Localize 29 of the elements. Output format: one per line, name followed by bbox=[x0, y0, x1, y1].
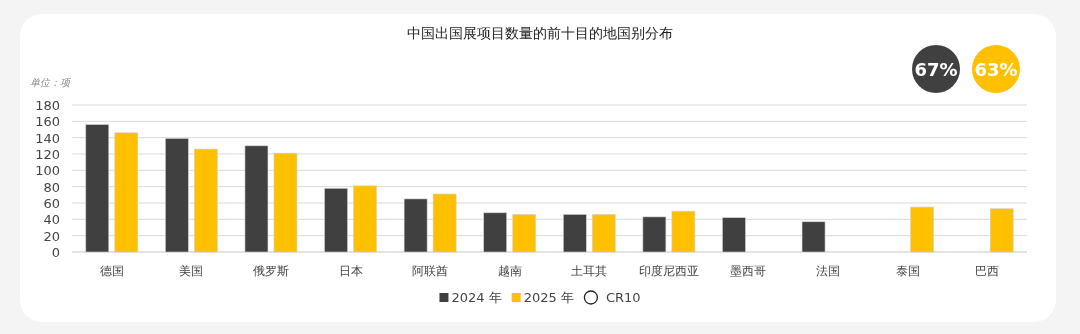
x-tick-label: 土耳其 bbox=[571, 264, 608, 278]
x-tick-label: 巴西 bbox=[975, 264, 1000, 278]
chart-title: 中国出国展项目数量的前十目的地国别分布 bbox=[407, 25, 673, 41]
y-tick-label: 40 bbox=[43, 212, 60, 228]
x-tick-label: 德国 bbox=[99, 264, 124, 278]
y-tick-label: 180 bbox=[35, 98, 60, 113]
x-tick-label: 俄罗斯 bbox=[252, 264, 289, 278]
text: 67% bbox=[914, 59, 958, 80]
y-tick-label: 120 bbox=[35, 147, 60, 162]
y-tick-label: 100 bbox=[35, 163, 60, 179]
x-tick-label: 阿联酋 bbox=[412, 264, 449, 278]
y-tick-label: 160 bbox=[35, 114, 60, 130]
y-tick-label: 20 bbox=[43, 228, 60, 244]
text: CR10 bbox=[605, 290, 641, 305]
x-tick-label: 泰国 bbox=[895, 264, 920, 278]
x-tick-label: 印度尼西亚 bbox=[638, 264, 699, 278]
legend-label: 2024 年 bbox=[451, 290, 502, 305]
x-tick-label: 法国 bbox=[816, 264, 841, 278]
y-tick-label: 60 bbox=[43, 196, 60, 211]
legend-label: 2025 年 bbox=[523, 290, 574, 305]
x-tick-label: 墨西哥 bbox=[730, 264, 767, 278]
y-tick-label: 80 bbox=[43, 179, 60, 195]
x-tick-label: 美国 bbox=[179, 264, 204, 278]
text: 63% bbox=[974, 59, 1018, 80]
x-tick-label: 日本 bbox=[338, 264, 363, 278]
y-tick-label: 0 bbox=[51, 245, 60, 260]
y-axis-title: 单位：项 bbox=[30, 77, 72, 88]
y-tick-label: 140 bbox=[35, 130, 60, 146]
x-tick-label: 越南 bbox=[497, 264, 522, 278]
